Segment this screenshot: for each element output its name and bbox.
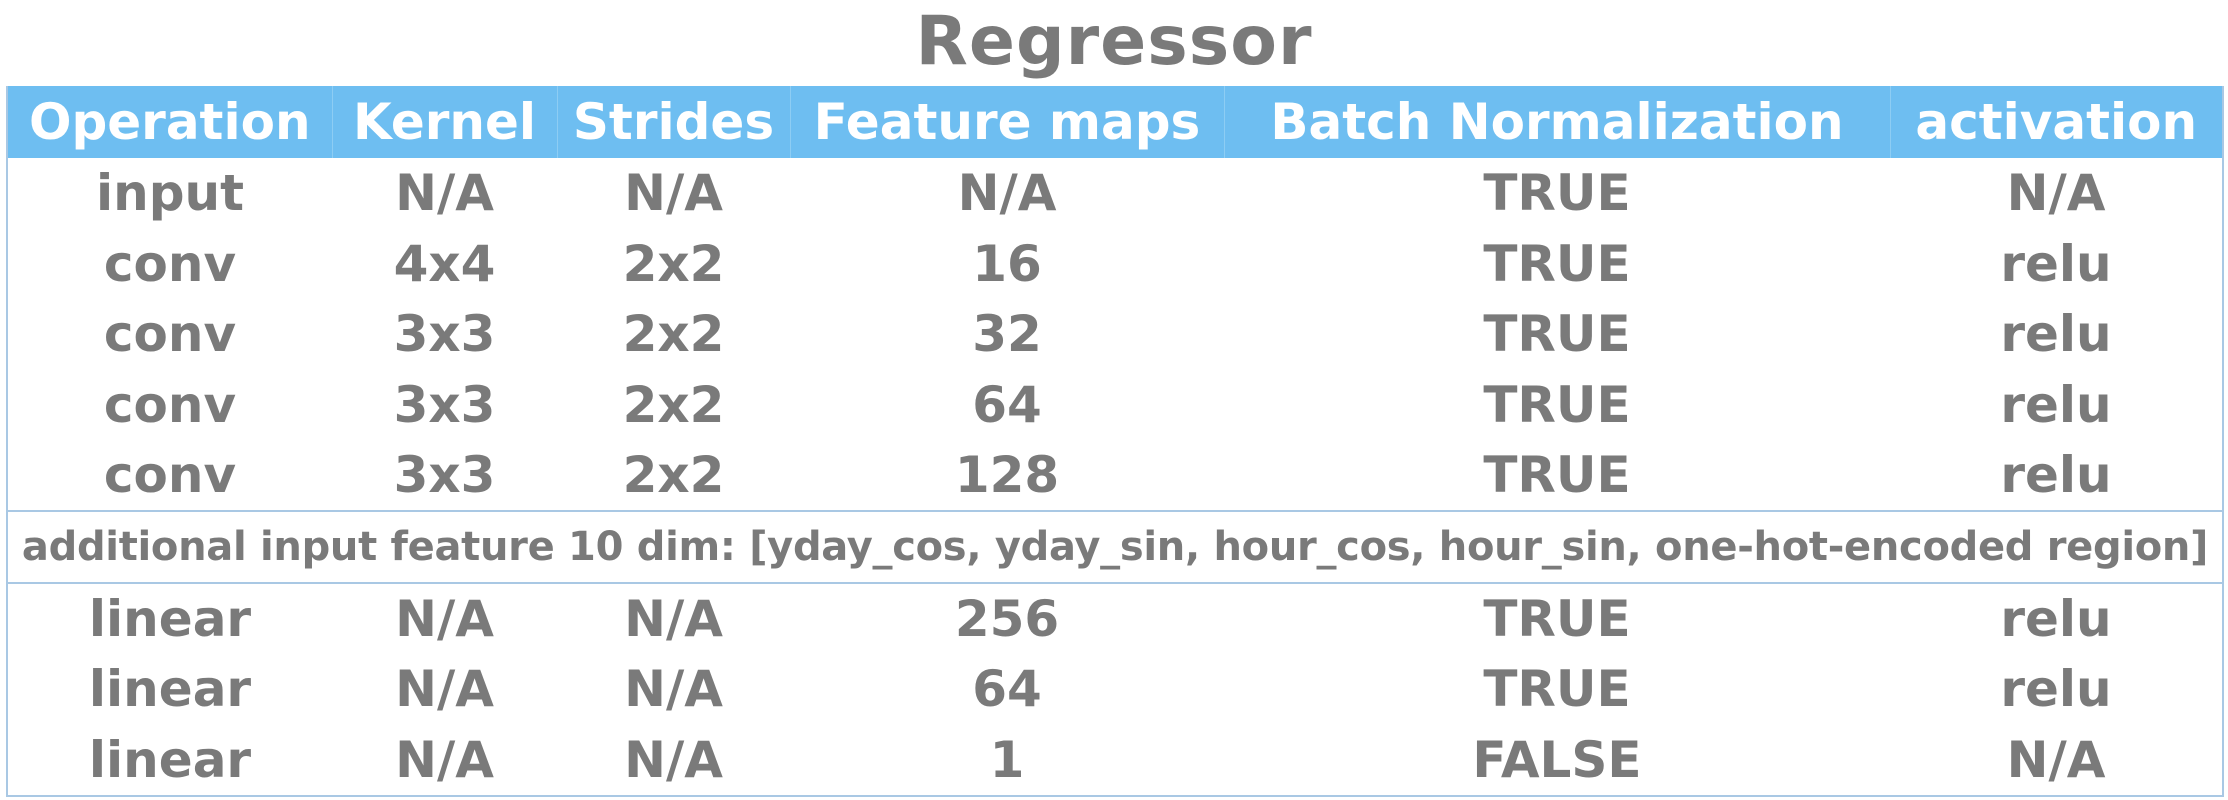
regressor-table: Operation Kernel Strides Feature maps Ba… [6, 86, 2224, 797]
cell-activation: relu [2000, 305, 2112, 364]
table-row: linear N/A N/A 64 TRUE relu [7, 654, 2223, 725]
header-row: Operation Kernel Strides Feature maps Ba… [7, 86, 2223, 158]
cell-operation: linear [88, 730, 252, 789]
cell-operation: linear [88, 660, 252, 719]
cell-feature-maps: 32 [972, 305, 1042, 364]
header-kernel: Kernel [331, 86, 557, 158]
cell-batch-normalization: TRUE [1483, 305, 1631, 364]
cell-strides: N/A [624, 164, 723, 223]
header-operation: Operation [28, 93, 311, 151]
cell-activation: relu [2000, 375, 2112, 434]
cell-strides: 2x2 [622, 305, 725, 364]
cell-strides: 2x2 [622, 375, 725, 434]
cell-strides: N/A [624, 590, 723, 648]
cell-kernel: N/A [395, 590, 494, 648]
additional-input-row: additional input feature 10 dim: [yday_c… [7, 510, 2223, 584]
cell-feature-maps: 64 [972, 660, 1042, 719]
header-strides: Strides [556, 86, 790, 158]
cell-batch-normalization: TRUE [1483, 446, 1631, 504]
cell-activation: N/A [2006, 164, 2106, 223]
cell-activation: relu [2000, 660, 2112, 719]
cell-batch-normalization: TRUE [1483, 375, 1631, 434]
cell-kernel: N/A [395, 730, 494, 789]
cell-operation: conv [103, 305, 237, 364]
table-row: conv 3x3 2x2 32 TRUE relu [7, 299, 2223, 370]
header-batch-normalization: Batch Normalization [1223, 86, 1890, 158]
cell-strides: 2x2 [622, 234, 725, 293]
additional-input-note: additional input feature 10 dim: [yday_c… [7, 510, 2223, 584]
cell-activation: relu [2000, 446, 2112, 504]
cell-activation: relu [2000, 590, 2112, 648]
cell-kernel: 3x3 [393, 446, 496, 504]
table-row: linear N/A N/A 256 TRUE relu [7, 583, 2223, 654]
cell-operation: conv [103, 375, 237, 434]
cell-feature-maps: 256 [954, 590, 1060, 648]
cell-batch-normalization: TRUE [1483, 164, 1631, 223]
table-row: input N/A N/A N/A TRUE N/A [7, 158, 2223, 229]
header-activation: activation [1889, 86, 2223, 158]
cell-operation: conv [103, 446, 237, 504]
cell-feature-maps: 16 [972, 234, 1042, 293]
cell-feature-maps: 1 [989, 730, 1025, 789]
cell-batch-normalization: FALSE [1472, 730, 1642, 789]
header-feature-maps: Feature maps [789, 86, 1224, 158]
cell-kernel: 3x3 [393, 305, 496, 364]
cell-kernel: 4x4 [393, 234, 496, 293]
cell-strides: N/A [624, 730, 723, 789]
table-row: conv 4x4 2x2 16 TRUE relu [7, 229, 2223, 300]
cell-activation: N/A [2006, 730, 2106, 789]
cell-feature-maps: 64 [972, 375, 1042, 434]
table-row: conv 3x3 2x2 128 TRUE relu [7, 440, 2223, 511]
cell-batch-normalization: TRUE [1483, 590, 1631, 648]
cell-operation: conv [103, 234, 237, 293]
cell-operation: input [95, 164, 245, 223]
cell-strides: 2x2 [622, 446, 725, 504]
cell-activation: relu [2000, 234, 2112, 293]
table-row: conv 3x3 2x2 64 TRUE relu [7, 370, 2223, 441]
cell-strides: N/A [624, 660, 723, 719]
cell-batch-normalization: TRUE [1483, 660, 1631, 719]
cell-feature-maps: N/A [957, 164, 1057, 223]
cell-batch-normalization: TRUE [1483, 234, 1631, 293]
cell-kernel: N/A [395, 660, 494, 719]
page-title: Regressor [915, 2, 1313, 81]
cell-kernel: 3x3 [393, 375, 496, 434]
cell-kernel: N/A [395, 164, 494, 223]
cell-operation: linear [88, 590, 252, 648]
cell-feature-maps: 128 [954, 446, 1060, 504]
table-row: linear N/A N/A 1 FALSE N/A [7, 725, 2223, 796]
